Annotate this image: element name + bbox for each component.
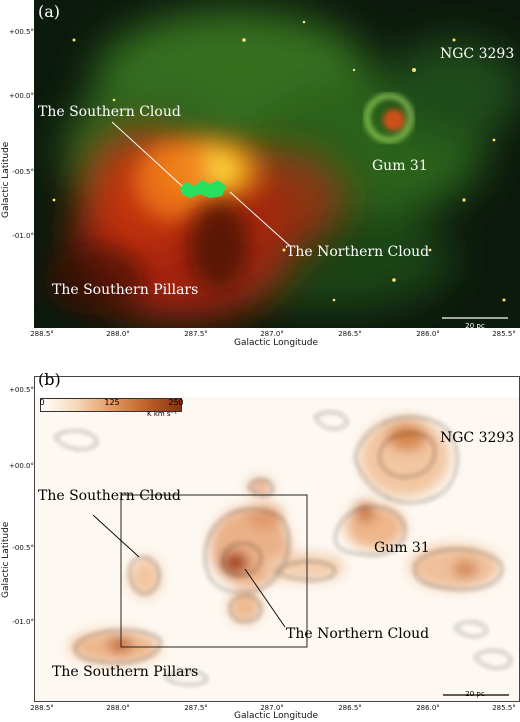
y-tick-label: -01.0° xyxy=(12,232,34,240)
colorbar: K km s⁻¹ xyxy=(40,398,182,418)
x-tick-label: 286.0° xyxy=(416,704,440,712)
y-axis-title: Galactic Latitude xyxy=(1,521,11,598)
scale-label-b: 20 pc xyxy=(465,690,485,698)
colorbar-tick: 250 xyxy=(168,398,184,407)
x-tick-label: 285.5° xyxy=(492,704,516,712)
x-tick-label: 287.5° xyxy=(184,330,208,338)
y-tick-label: +00.0° xyxy=(9,92,34,100)
label-northern-cloud: The Northern Cloud xyxy=(286,626,430,642)
label-northern-cloud: The Northern Cloud xyxy=(286,244,430,260)
x-tick-label: 288.0° xyxy=(106,330,130,338)
panel-label-a: (a) xyxy=(38,2,61,21)
label-gum-31: Gum 31 xyxy=(374,540,430,556)
label-southern-pillars: The Southern Pillars xyxy=(52,282,199,298)
nebula-render xyxy=(34,0,520,328)
x-tick-label: 288.5° xyxy=(30,704,54,712)
y-tick-label: +00.0° xyxy=(9,462,34,470)
label-gum-31: Gum 31 xyxy=(372,158,428,174)
x-tick-label: 287.5° xyxy=(184,704,208,712)
panel-b: (b) K km s⁻¹ 0 125 250 NGC 3293 The Sout… xyxy=(0,368,520,722)
x-tick-label: 287.0° xyxy=(260,330,284,338)
colorbar-tick: 0 xyxy=(39,398,45,407)
y-tick-label: -00.5° xyxy=(12,544,34,552)
y-tick-label: +00.5° xyxy=(9,28,34,36)
y-axis-title: Galactic Latitude xyxy=(1,141,11,218)
x-axis-title: Galactic Longitude xyxy=(233,338,319,348)
x-tick-label: 288.0° xyxy=(106,704,130,712)
contour-map xyxy=(34,376,520,702)
x-tick-label: 286.5° xyxy=(338,704,362,712)
label-southern-cloud: The Southern Cloud xyxy=(38,488,181,504)
panel-a: (a) NGC 3293 The Southern Cloud Gum 31 T… xyxy=(0,0,520,352)
label-southern-pillars: The Southern Pillars xyxy=(52,664,199,680)
colorbar-tick: 125 xyxy=(104,398,120,407)
label-southern-cloud: The Southern Cloud xyxy=(38,104,181,120)
x-axis-title: Galactic Longitude xyxy=(233,711,319,721)
y-tick-label: -00.5° xyxy=(12,168,34,176)
x-tick-label: 286.5° xyxy=(338,330,362,338)
x-tick-label: 285.5° xyxy=(492,330,516,338)
x-tick-label: 288.5° xyxy=(30,330,54,338)
colorbar-unit: K km s⁻¹ xyxy=(147,410,178,418)
y-tick-label: +00.5° xyxy=(9,386,34,394)
panel-label-b: (b) xyxy=(38,370,61,389)
rgb-nebula-image xyxy=(34,0,520,328)
x-tick-label: 287.0° xyxy=(260,704,284,712)
contour-render xyxy=(35,377,519,701)
scale-label-a: 20 pc xyxy=(465,322,485,330)
label-ngc-3293: NGC 3293 xyxy=(440,46,515,62)
x-tick-label: 286.0° xyxy=(416,330,440,338)
label-ngc-3293: NGC 3293 xyxy=(440,430,515,446)
y-tick-label: -01.0° xyxy=(12,618,34,626)
